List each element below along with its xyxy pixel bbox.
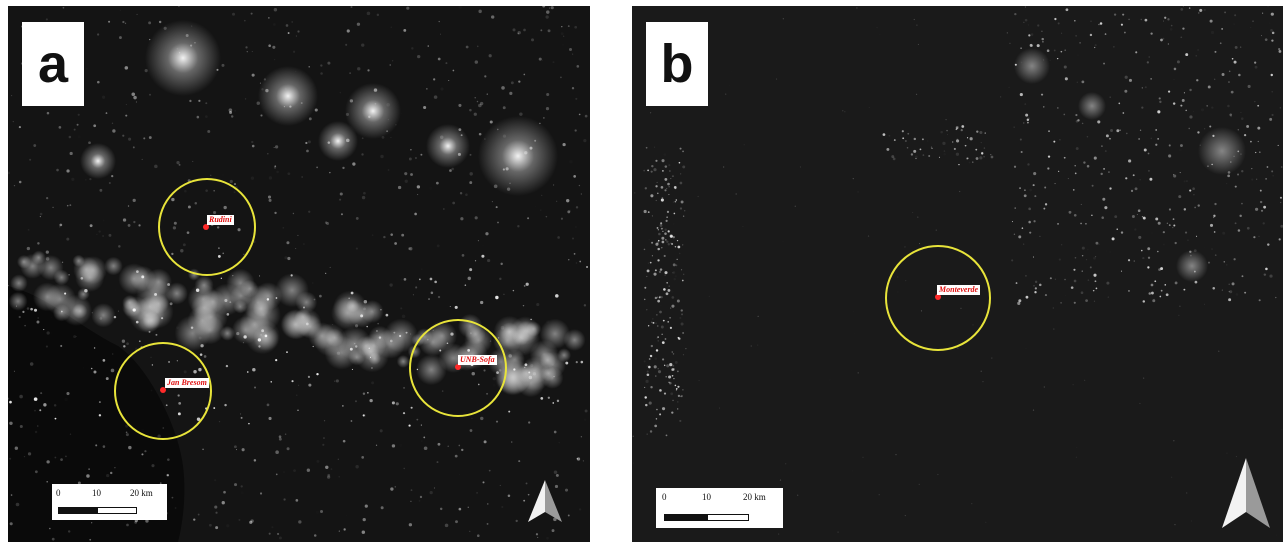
scale-segment <box>58 507 98 514</box>
scale-tick-label: 10 <box>92 488 101 498</box>
scale-tick-label: 20 km <box>130 488 153 498</box>
scale-bar: 0 10 20 km <box>656 488 783 528</box>
night-lights-map-a <box>8 6 588 542</box>
scale-tick-label: 10 <box>702 492 711 502</box>
panel-letter-a: a <box>22 22 84 106</box>
site-label: UNB-Sofa <box>458 355 497 365</box>
scale-tick-label: 0 <box>662 492 667 502</box>
study-area-circle <box>885 245 991 351</box>
north-arrow-icon <box>528 480 562 522</box>
site-marker <box>160 387 166 393</box>
scale-bar: 0 10 20 km <box>52 484 167 520</box>
scale-segment <box>707 514 749 521</box>
scale-segment <box>97 507 137 514</box>
north-arrow-icon <box>1222 458 1270 528</box>
study-area-circle <box>409 319 507 417</box>
site-label: Rudini <box>207 215 234 225</box>
study-area-circle <box>158 178 256 276</box>
scale-tick-label: 20 km <box>743 492 766 502</box>
night-lights-map-b <box>632 6 1283 535</box>
site-marker <box>203 224 209 230</box>
site-label: Jan Bresom <box>165 378 209 388</box>
map-panel-b: b Monteverde 0 10 20 km <box>632 6 1283 542</box>
scale-segment <box>664 514 708 521</box>
site-marker <box>455 364 461 370</box>
study-area-circle <box>114 342 212 440</box>
panel-letter-b: b <box>646 22 708 106</box>
site-label: Monteverde <box>937 285 981 295</box>
map-panel-a: a Rudini Jan Bresom UNB-Sofa 0 10 20 km <box>8 6 590 542</box>
scale-tick-label: 0 <box>56 488 61 498</box>
site-marker <box>935 294 941 300</box>
